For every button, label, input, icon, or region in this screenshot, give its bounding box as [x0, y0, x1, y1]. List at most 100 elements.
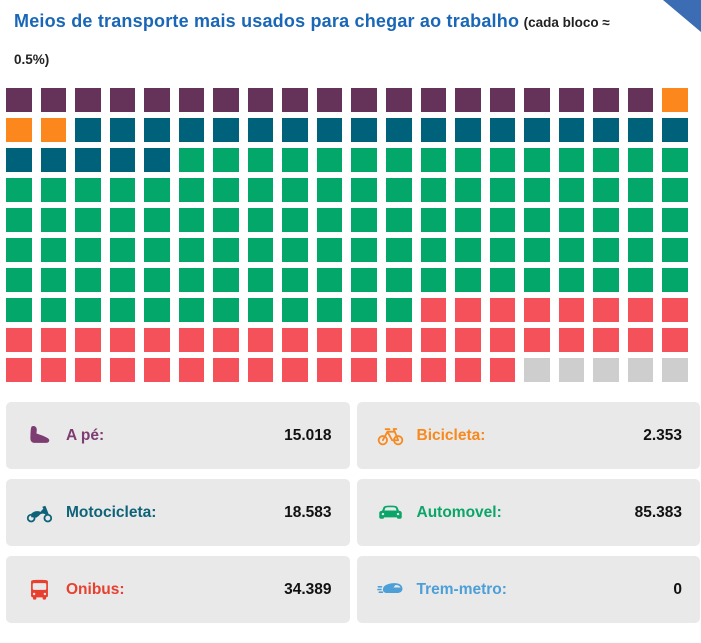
waffle-block-automovel [75, 268, 101, 292]
waffle-block-onibus [6, 328, 32, 352]
waffle-block-automovel [282, 148, 308, 172]
legend-card: Onibus: 34.389 [6, 556, 350, 623]
waffle-block-automovel [144, 268, 170, 292]
waffle-block-automovel [247, 208, 274, 232]
waffle-block-onibus [420, 358, 447, 382]
page-corner-ribbon[interactable] [663, 0, 701, 32]
waffle-block-unfilled [593, 358, 619, 382]
waffle-block-a-pe [455, 88, 481, 112]
waffle-block-a-pe [247, 88, 274, 112]
waffle-block-automovel [40, 298, 67, 322]
waffle-block-automovel [178, 238, 205, 262]
waffle-block-automovel [213, 268, 239, 292]
legend-card: Trem-metro: 0 [356, 556, 700, 623]
waffle-block-onibus [316, 328, 343, 352]
waffle-block-automovel [351, 298, 378, 322]
waffle-block-a-pe [558, 88, 585, 112]
waffle-block-automovel [178, 178, 205, 202]
waffle-block-automovel [386, 148, 412, 172]
waffle-block-bicicleta [40, 118, 67, 142]
waffle-block-automovel [558, 208, 585, 232]
waffle-block-automovel [144, 238, 170, 262]
waffle-block-automovel [524, 208, 550, 232]
card-label: A pé: [66, 426, 105, 444]
waffle-block-automovel [627, 208, 654, 232]
waffle-block-automovel [524, 268, 550, 292]
motorcycle-icon [26, 499, 53, 526]
waffle-block-motocicleta [109, 148, 136, 172]
waffle-block-automovel [627, 238, 654, 262]
waffle-block-automovel [593, 148, 619, 172]
waffle-block-automovel [178, 268, 205, 292]
waffle-block-automovel [316, 148, 343, 172]
waffle-block-automovel [109, 178, 136, 202]
waffle-block-automovel [144, 298, 170, 322]
waffle-block-a-pe [524, 88, 550, 112]
waffle-block-automovel [6, 178, 32, 202]
waffle-block-unfilled [662, 358, 688, 382]
waffle-block-bicicleta [6, 118, 32, 142]
waffle-block-a-pe [109, 88, 136, 112]
waffle-block-a-pe [282, 88, 308, 112]
page-title: Meios de transporte mais usados para che… [14, 11, 520, 31]
waffle-block-automovel [282, 178, 308, 202]
waffle-block-a-pe [213, 88, 239, 112]
waffle-block-automovel [524, 238, 550, 262]
waffle-block-automovel [662, 178, 688, 202]
waffle-block-automovel [455, 268, 481, 292]
waffle-block-motocicleta [627, 118, 654, 142]
waffle-block-automovel [351, 268, 378, 292]
waffle-block-onibus [178, 328, 205, 352]
waffle-block-automovel [75, 178, 101, 202]
waffle-block-automovel [144, 208, 170, 232]
waffle-block-a-pe [420, 88, 447, 112]
card-label: Bicicleta: [416, 426, 486, 444]
waffle-block-automovel [524, 178, 550, 202]
waffle-block-onibus [593, 328, 619, 352]
waffle-block-automovel [316, 298, 343, 322]
waffle-block-automovel [524, 148, 550, 172]
waffle-block-onibus [351, 328, 378, 352]
waffle-block-onibus [386, 358, 412, 382]
bus-icon [26, 576, 53, 603]
waffle-block-automovel [420, 238, 447, 262]
foot-icon [26, 422, 53, 449]
waffle-block-automovel [386, 268, 412, 292]
waffle-block-automovel [109, 208, 136, 232]
waffle-block-motocicleta [489, 118, 516, 142]
waffle-block-motocicleta [144, 118, 170, 142]
waffle-block-automovel [316, 268, 343, 292]
waffle-block-automovel [75, 298, 101, 322]
waffle-block-a-pe [627, 88, 654, 112]
card-label: Trem-metro: [416, 580, 507, 598]
waffle-block-automovel [662, 238, 688, 262]
waffle-block-a-pe [316, 88, 343, 112]
card-value: 18.583 [284, 503, 332, 521]
waffle-block-automovel [316, 208, 343, 232]
waffle-block-onibus [662, 298, 688, 322]
waffle-block-motocicleta [558, 118, 585, 142]
waffle-block-automovel [351, 148, 378, 172]
card-label: Motocicleta: [66, 503, 157, 521]
waffle-block-motocicleta [75, 148, 101, 172]
waffle-block-automovel [627, 268, 654, 292]
waffle-block-automovel [109, 238, 136, 262]
waffle-block-onibus [247, 328, 274, 352]
waffle-block-automovel [75, 208, 101, 232]
card-value: 2.353 [643, 426, 682, 444]
waffle-block-automovel [351, 208, 378, 232]
waffle-block-automovel [213, 238, 239, 262]
waffle-block-motocicleta [316, 118, 343, 142]
waffle-block-automovel [247, 178, 274, 202]
waffle-block-onibus [420, 298, 447, 322]
waffle-block-onibus [386, 328, 412, 352]
waffle-block-automovel [351, 178, 378, 202]
waffle-block-onibus [627, 298, 654, 322]
card-label: Onibus: [66, 580, 125, 598]
waffle-block-automovel [420, 208, 447, 232]
card-value: 0 [673, 580, 682, 598]
waffle-block-automovel [75, 238, 101, 262]
legend-cards: A pé: 15.018 Bicicleta: 2.353 Motociclet… [6, 402, 700, 623]
waffle-block-automovel [213, 208, 239, 232]
